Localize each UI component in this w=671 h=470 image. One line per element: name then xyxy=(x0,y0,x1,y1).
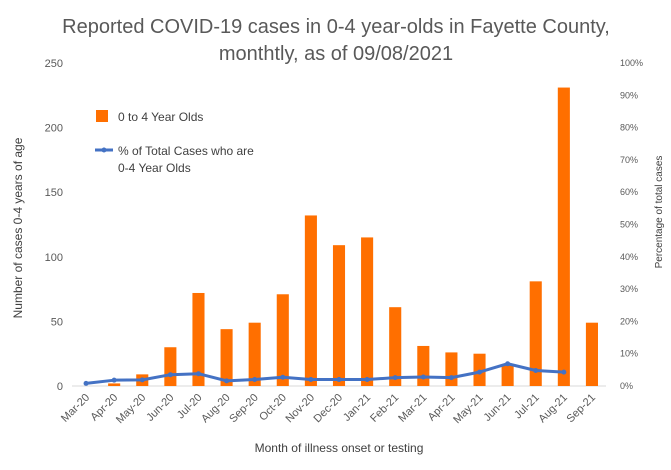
y-tick-label-right: 80% xyxy=(620,123,638,133)
y-tick-label-right: 0% xyxy=(620,381,633,391)
x-axis: Mar-20Apr-20May-20Jun-20Jul-20Aug-20Sep-… xyxy=(59,392,598,426)
chart-title-line-2: monthtly, as of 09/08/2021 xyxy=(219,43,453,65)
x-tick-label: Mar-20 xyxy=(59,392,92,425)
x-tick-label: Mar-21 xyxy=(396,392,429,425)
y-tick-label-right: 20% xyxy=(620,316,638,326)
legend-line-label-2: 0-4 Year Olds xyxy=(118,161,191,175)
line-point xyxy=(392,375,398,381)
series-line xyxy=(85,362,564,385)
legend-bar-swatch xyxy=(96,110,108,122)
y-tick-label-left: 150 xyxy=(45,187,63,199)
x-tick-label: Jun-20 xyxy=(144,392,176,424)
y-axis-right: 0% 10% 20% 30% 40% 50% 60% 70% 80% 90% 100% xyxy=(620,58,643,391)
y-tick-label-left: 250 xyxy=(45,58,63,70)
x-tick-label: May-20 xyxy=(114,392,148,426)
bar xyxy=(501,364,514,386)
line-point xyxy=(420,374,426,380)
x-tick-label: Jun-21 xyxy=(481,392,513,424)
x-tick-label: Aug-20 xyxy=(199,392,233,426)
bar xyxy=(108,383,121,386)
x-axis-title: Month of illness onset or testing xyxy=(255,441,424,455)
legend: 0 to 4 Year Olds % of Total Cases who ar… xyxy=(95,110,254,175)
bar xyxy=(276,294,289,386)
x-tick-label: Sep-21 xyxy=(564,392,598,426)
y-axis-title-left: Number of cases 0-4 years of age xyxy=(11,137,25,318)
bar xyxy=(417,345,430,386)
line-point xyxy=(83,380,89,386)
chart-title-line-1: Reported COVID-19 cases in 0-4 year-olds… xyxy=(62,16,610,38)
bar xyxy=(361,237,374,386)
legend-bar-label: 0 to 4 Year Olds xyxy=(118,110,203,124)
line-point xyxy=(533,367,539,373)
bar xyxy=(557,87,570,386)
line-point xyxy=(364,377,370,383)
y-tick-label-left: 50 xyxy=(51,316,63,328)
y-axis-left: 0 50 100 150 200 250 xyxy=(45,58,63,393)
y-tick-label-right: 50% xyxy=(620,220,638,230)
line-point xyxy=(505,361,511,367)
x-tick-label: Aug-21 xyxy=(536,392,570,426)
line-point xyxy=(561,369,567,375)
line-series xyxy=(83,361,567,386)
y-tick-label-right: 10% xyxy=(620,349,638,359)
line-point xyxy=(252,377,258,383)
line-point xyxy=(167,372,173,378)
line-point xyxy=(111,377,117,383)
bar xyxy=(332,245,346,386)
bar xyxy=(164,347,177,386)
bar xyxy=(220,329,233,386)
bar xyxy=(192,292,205,386)
line-point xyxy=(448,375,454,381)
bar xyxy=(389,307,402,386)
line-point xyxy=(280,374,286,380)
line-point xyxy=(195,371,201,377)
bar xyxy=(585,322,598,386)
y-tick-label-right: 90% xyxy=(620,90,638,100)
bar xyxy=(445,352,458,386)
legend-line-marker xyxy=(101,147,107,153)
y-tick-label-right: 40% xyxy=(620,252,638,262)
line-point xyxy=(477,369,483,375)
x-tick-label: Nov-20 xyxy=(283,392,317,426)
bar xyxy=(529,281,542,386)
x-tick-label: Jan-21 xyxy=(341,392,373,424)
line-point xyxy=(139,377,145,383)
line-point xyxy=(224,378,230,384)
y-tick-label-left: 100 xyxy=(45,252,63,264)
x-tick-label: Sep-20 xyxy=(227,392,261,426)
x-tick-label: May-21 xyxy=(451,392,485,426)
bar xyxy=(248,322,261,386)
y-tick-label-right: 60% xyxy=(620,187,638,197)
y-tick-label-right: 70% xyxy=(620,155,638,165)
y-tick-label-left: 200 xyxy=(45,123,63,135)
line-point xyxy=(336,377,342,383)
legend-line-label-1: % of Total Cases who are xyxy=(118,144,254,158)
bar xyxy=(304,215,317,386)
y-tick-label-right: 30% xyxy=(620,284,638,294)
x-tick-label: Feb-21 xyxy=(368,392,401,425)
bar-series xyxy=(108,87,598,386)
x-tick-label: Dec-20 xyxy=(312,392,346,426)
y-tick-label-right: 100% xyxy=(620,58,643,68)
y-tick-label-left: 0 xyxy=(57,381,63,393)
y-axis-title-right: Percentage of total cases xyxy=(654,156,665,269)
line-point xyxy=(308,377,314,383)
